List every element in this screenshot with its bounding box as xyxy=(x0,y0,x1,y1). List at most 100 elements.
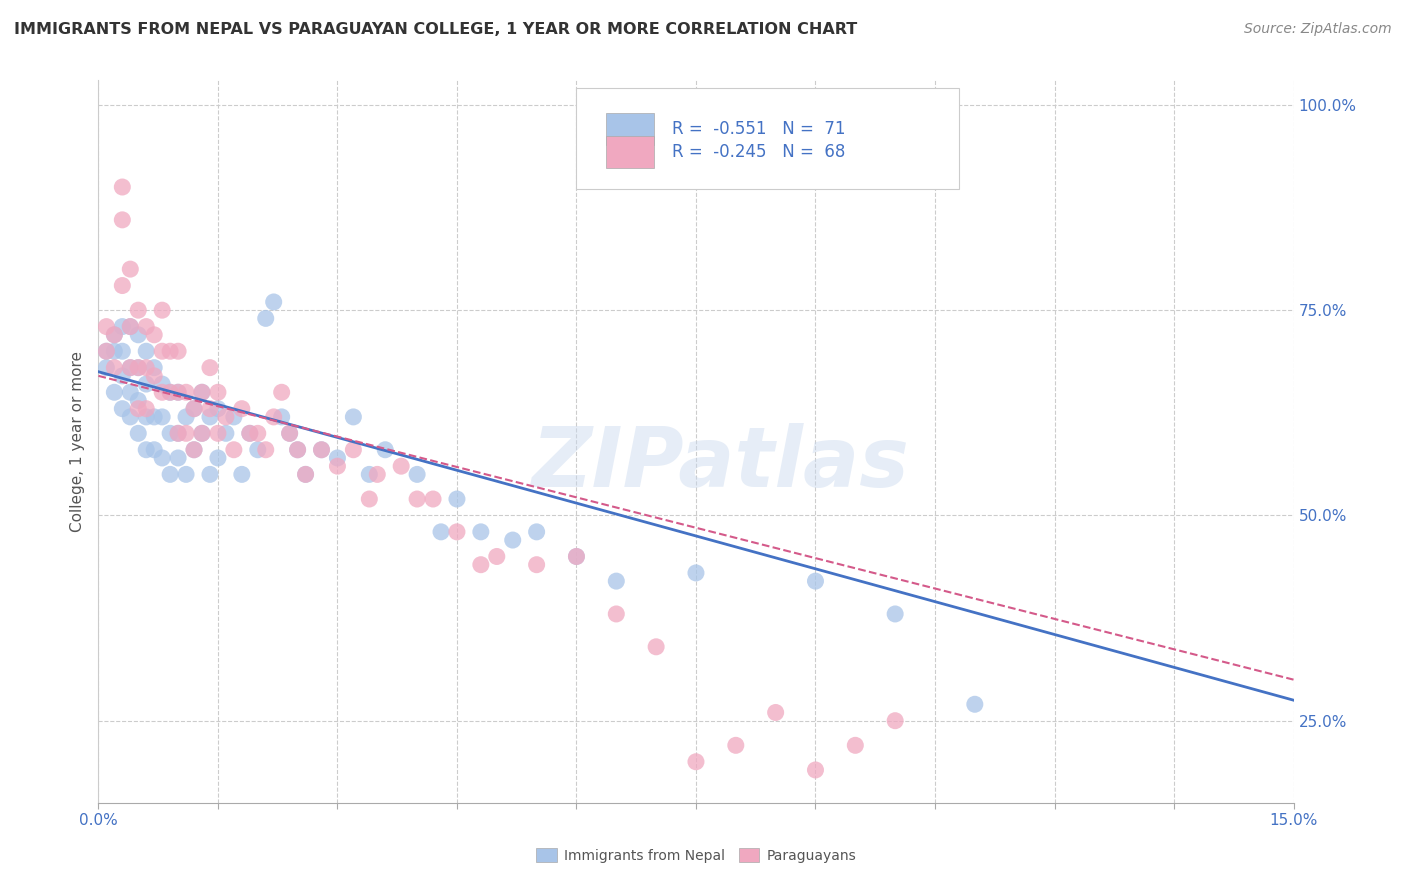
Point xyxy=(103,327,125,342)
Point xyxy=(111,319,134,334)
Point xyxy=(263,295,285,310)
Point xyxy=(143,327,166,342)
Point xyxy=(270,409,292,424)
Point xyxy=(120,262,142,277)
Point xyxy=(198,409,221,424)
Point xyxy=(167,426,190,441)
Point xyxy=(111,180,134,194)
Point xyxy=(215,426,238,441)
Point xyxy=(120,409,142,424)
Point xyxy=(645,640,668,654)
Point xyxy=(167,385,190,400)
Point xyxy=(111,212,134,227)
Point xyxy=(135,401,157,416)
Point xyxy=(96,344,118,359)
Point xyxy=(470,524,492,539)
Point xyxy=(406,467,429,482)
Point xyxy=(127,401,149,416)
Point xyxy=(446,524,468,539)
Point xyxy=(111,344,134,359)
Point xyxy=(167,385,190,400)
Text: R =  -0.245   N =  68: R = -0.245 N = 68 xyxy=(672,144,845,161)
Point xyxy=(207,401,229,416)
Point xyxy=(174,409,197,424)
Point xyxy=(526,558,548,572)
Point xyxy=(278,426,301,441)
Point xyxy=(191,426,214,441)
Point xyxy=(103,360,125,375)
Point xyxy=(135,442,157,457)
Point xyxy=(215,409,238,424)
Text: Source: ZipAtlas.com: Source: ZipAtlas.com xyxy=(1244,22,1392,37)
Point xyxy=(143,442,166,457)
Point xyxy=(111,278,134,293)
Point xyxy=(183,442,205,457)
Point xyxy=(239,426,262,441)
Point xyxy=(96,344,118,359)
Point xyxy=(294,467,316,482)
Point xyxy=(470,558,492,572)
Point xyxy=(103,327,125,342)
Point xyxy=(183,401,205,416)
Point xyxy=(804,574,827,588)
Point xyxy=(120,385,142,400)
Point xyxy=(120,319,142,334)
Point xyxy=(254,442,277,457)
Point xyxy=(174,467,197,482)
Point xyxy=(366,467,388,482)
Point xyxy=(143,368,166,383)
Text: R =  -0.551   N =  71: R = -0.551 N = 71 xyxy=(672,120,845,138)
Point xyxy=(120,319,142,334)
Point xyxy=(174,426,197,441)
Point xyxy=(150,344,173,359)
Point xyxy=(120,360,142,375)
Point xyxy=(231,467,253,482)
Point xyxy=(374,442,396,457)
Y-axis label: College, 1 year or more: College, 1 year or more xyxy=(69,351,84,532)
Point xyxy=(430,524,453,539)
Point xyxy=(389,459,412,474)
Point xyxy=(485,549,508,564)
Point xyxy=(191,426,214,441)
Point xyxy=(207,385,229,400)
Text: ZIPatlas: ZIPatlas xyxy=(531,423,908,504)
Point xyxy=(135,319,157,334)
Point xyxy=(207,450,229,465)
Point xyxy=(207,426,229,441)
Point xyxy=(183,401,205,416)
Point xyxy=(150,409,173,424)
Point xyxy=(103,344,125,359)
Point xyxy=(150,385,173,400)
Point xyxy=(135,360,157,375)
Point xyxy=(326,459,349,474)
Point xyxy=(127,327,149,342)
Point xyxy=(143,409,166,424)
Point xyxy=(263,409,285,424)
Point xyxy=(111,368,134,383)
Point xyxy=(222,409,245,424)
Point xyxy=(167,450,190,465)
Point xyxy=(127,426,149,441)
Point xyxy=(278,426,301,441)
Point xyxy=(111,401,134,416)
Point xyxy=(159,426,181,441)
Point xyxy=(605,607,627,621)
Point xyxy=(174,385,197,400)
Point xyxy=(159,467,181,482)
Point xyxy=(804,763,827,777)
Point xyxy=(342,442,364,457)
Point xyxy=(724,739,747,753)
Point xyxy=(254,311,277,326)
Point xyxy=(526,524,548,539)
Point xyxy=(565,549,588,564)
Point xyxy=(127,360,149,375)
Point xyxy=(135,377,157,392)
Point xyxy=(198,360,221,375)
Point xyxy=(159,344,181,359)
Point xyxy=(127,393,149,408)
Point xyxy=(326,450,349,465)
FancyBboxPatch shape xyxy=(606,136,654,169)
Point xyxy=(127,303,149,318)
Point xyxy=(198,467,221,482)
Point xyxy=(150,303,173,318)
